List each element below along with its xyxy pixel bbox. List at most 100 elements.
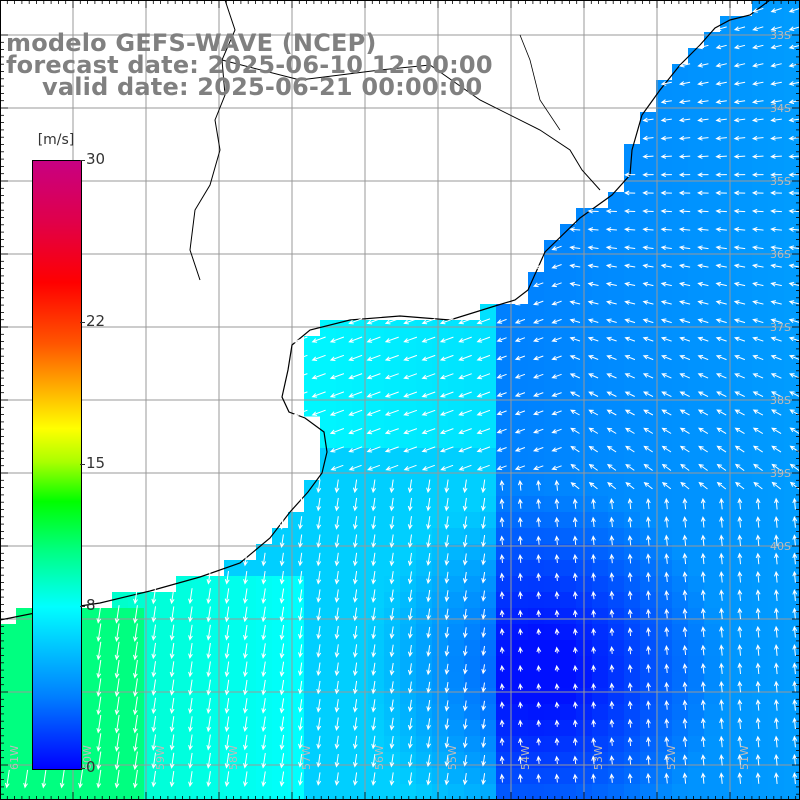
- colorbar-tick-mark: [80, 160, 85, 161]
- wind-arrow: [737, 589, 743, 601]
- wind-arrow: [334, 552, 340, 567]
- lat-label: 36S: [770, 248, 791, 261]
- speed-cell: [592, 528, 609, 545]
- wind-arrow: [551, 392, 562, 397]
- wind-arrow: [169, 752, 175, 769]
- speed-cell: [736, 416, 753, 433]
- speed-cell: [544, 576, 561, 593]
- speed-cell: [528, 752, 545, 769]
- speed-cell: [592, 416, 609, 433]
- wind-arrow: [261, 552, 267, 567]
- speed-cell: [704, 496, 721, 513]
- speed-cell: [400, 720, 417, 737]
- speed-cell: [16, 624, 33, 641]
- wind-arrow: [279, 516, 285, 530]
- speed-cell: [544, 368, 561, 385]
- wind-arrow: [384, 336, 399, 343]
- wind-arrow: [715, 190, 727, 196]
- speed-cell: [176, 736, 193, 753]
- speed-cell: [320, 416, 337, 433]
- wind-arrow: [426, 608, 432, 621]
- wind-arrow: [279, 734, 285, 751]
- speed-cell: [528, 352, 545, 369]
- speed-cell: [784, 320, 800, 337]
- speed-cell: [640, 576, 657, 593]
- wind-arrow: [384, 391, 399, 398]
- speed-cell: [608, 640, 625, 657]
- wind-arrow: [679, 445, 690, 453]
- wind-arrow: [591, 737, 597, 746]
- wind-arrow: [348, 409, 363, 416]
- speed-cell: [688, 80, 705, 97]
- speed-cell: [784, 592, 800, 609]
- speed-cell: [688, 208, 705, 225]
- speed-cell: [528, 416, 545, 433]
- wind-arrow: [334, 607, 340, 622]
- wind-arrow: [554, 737, 560, 746]
- speed-cell: [752, 400, 769, 417]
- speed-cell: [176, 624, 193, 641]
- wind-arrow: [664, 497, 670, 510]
- wind-arrow: [279, 552, 285, 567]
- wind-arrow: [462, 590, 468, 602]
- wind-arrow: [407, 644, 413, 658]
- speed-cell: [304, 368, 321, 385]
- speed-cell: [688, 128, 705, 145]
- wind-arrow: [243, 716, 248, 733]
- speed-cell: [736, 448, 753, 465]
- speed-cell: [720, 400, 737, 417]
- speed-cell: [320, 528, 337, 545]
- speed-cell: [736, 128, 753, 145]
- wind-arrow: [678, 208, 691, 214]
- wind-arrow: [426, 497, 431, 512]
- wind-arrow: [770, 263, 782, 269]
- speed-cell: [656, 560, 673, 577]
- wind-arrow: [403, 336, 418, 343]
- speed-cell: [752, 448, 769, 465]
- wind-arrow: [458, 464, 472, 471]
- lat-label: 35S: [770, 175, 791, 188]
- speed-cell: [448, 560, 465, 577]
- wind-arrow: [384, 373, 399, 380]
- speed-cell: [688, 352, 705, 369]
- wind-arrow: [737, 753, 743, 766]
- wind-arrow: [770, 7, 782, 13]
- wind-arrow: [514, 465, 526, 471]
- speed-cell: [784, 720, 800, 737]
- speed-cell: [624, 560, 641, 577]
- speed-cell: [656, 400, 673, 417]
- wind-arrow: [243, 753, 248, 769]
- wind-arrow: [697, 336, 709, 342]
- speed-cell: [720, 752, 737, 769]
- speed-cell: [704, 768, 721, 785]
- wind-arrow: [499, 646, 505, 654]
- wind-arrow: [770, 190, 782, 196]
- wind-arrow: [514, 373, 526, 379]
- speed-cell: [640, 784, 657, 800]
- speed-cell: [0, 736, 17, 753]
- wind-arrow: [792, 680, 798, 693]
- speed-cell: [416, 624, 433, 641]
- wind-arrow: [570, 482, 580, 490]
- wind-arrow: [403, 409, 418, 416]
- wind-arrow: [587, 263, 599, 269]
- speed-cell: [784, 128, 800, 145]
- speed-cell: [352, 464, 369, 481]
- speed-cell: [176, 720, 193, 737]
- speed-cell: [768, 192, 785, 209]
- speed-cell: [240, 720, 257, 737]
- wind-arrow: [737, 497, 743, 510]
- wind-arrow: [444, 700, 450, 712]
- wind-arrow: [678, 154, 691, 159]
- speed-cell: [768, 0, 785, 17]
- wind-arrow: [330, 464, 344, 471]
- speed-cell: [592, 272, 609, 289]
- speed-cell: [0, 720, 17, 737]
- wind-arrow: [114, 660, 120, 679]
- speed-cell: [560, 240, 577, 257]
- speed-cell: [512, 336, 529, 353]
- speed-cell: [320, 640, 337, 657]
- wind-arrow: [151, 661, 157, 678]
- wind-arrow: [646, 681, 651, 692]
- speed-cell: [592, 336, 609, 353]
